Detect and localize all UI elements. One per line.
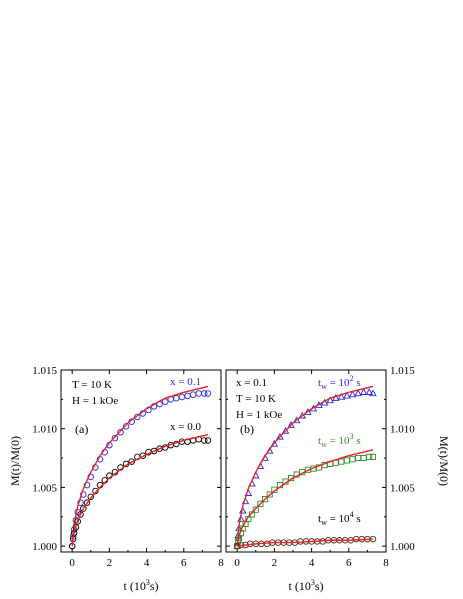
panel-b-point xyxy=(292,416,301,424)
panel-b-label: (b) xyxy=(240,422,254,436)
panel-b-xtick-label: 6 xyxy=(346,557,352,569)
panel-b-point xyxy=(369,453,377,460)
panel-b-plot xyxy=(233,385,377,550)
panel-b-point xyxy=(365,388,374,395)
panel-b-xlabel: t (103s) xyxy=(288,578,323,593)
panel-b-fit-curve xyxy=(236,449,374,547)
panel-b-series-label-tw4: tw = 104 s xyxy=(318,510,361,527)
panel-b-xtick-label: 8 xyxy=(383,557,389,569)
panel-b-condition-field: H = 1 kOe xyxy=(236,409,282,421)
panel-a-xtick-label: 8 xyxy=(218,557,224,569)
panel-a-point xyxy=(87,493,95,501)
panel-a-point xyxy=(80,491,87,498)
panel-b-condition-temperature: T = 10 K xyxy=(236,393,276,405)
panel-a-point xyxy=(184,392,191,400)
panel-b: 0 2 4 6 81.000 1.005 1.010 1.015 M(t)/M(0) t (1… xyxy=(225,365,451,593)
panel-b-ytick-label: 1.000 xyxy=(390,541,415,553)
panel-a-point xyxy=(83,499,91,506)
panel-b-point xyxy=(359,388,368,395)
panel-a: 0 2 4 6 8 1.000 1.005 1.010 1.015 M(t)/M(0) t (1… xyxy=(8,365,224,593)
panel-b-point xyxy=(266,491,273,498)
panel-b-ticks: 0 2 4 6 81.000 1.005 1.010 1.015 xyxy=(226,365,415,569)
panel-a-point xyxy=(201,390,208,397)
panel-a-point xyxy=(128,458,135,465)
panel-a-point xyxy=(178,393,186,401)
panel-a-xtick-label: 2 xyxy=(107,557,113,569)
panel-a-point xyxy=(204,390,212,397)
panel-b-point xyxy=(237,514,245,522)
panel-a-point xyxy=(173,394,180,402)
panel-b-point xyxy=(360,455,367,462)
panel-a-point xyxy=(77,499,84,506)
panel-a-point xyxy=(150,447,158,455)
panel-a-point xyxy=(77,511,84,518)
panel-a-xtick-label: 6 xyxy=(181,557,187,569)
panel-a-ytick-label: 1.010 xyxy=(32,424,57,436)
panel-a-xtick-label: 0 xyxy=(69,557,75,569)
panel-b-point xyxy=(257,500,264,507)
panel-b-condition-composition: x = 0.1 xyxy=(236,377,267,389)
panel-a-point xyxy=(122,423,130,430)
panel-b-point xyxy=(343,391,351,399)
panel-b-point xyxy=(276,432,284,440)
panel-a-label: (a) xyxy=(75,422,88,436)
panel-a-series-label-x01: x = 0.1 xyxy=(170,376,201,388)
panel-b-ytick-label: 1.015 xyxy=(390,365,415,377)
panel-a-point xyxy=(201,437,208,444)
panel-b-point xyxy=(270,439,279,447)
panel-b-point xyxy=(326,396,334,404)
panel-b-point xyxy=(354,389,362,397)
panel-b-series-label-tw2: tw = 102 s xyxy=(318,374,361,391)
panel-b-point xyxy=(252,506,259,513)
panel-b-point xyxy=(304,408,312,415)
panel-b-point xyxy=(349,456,356,463)
panel-a-ylabel: M(t)/M(0) xyxy=(8,436,22,486)
panel-b-xtick-label: 4 xyxy=(309,557,315,569)
panel-b-point xyxy=(287,421,295,428)
panel-a-point xyxy=(117,428,124,436)
panel-b-ytick-label: 1.010 xyxy=(390,424,415,436)
panel-a-point xyxy=(111,434,119,442)
panel-a-ytick-label: 1.000 xyxy=(32,541,57,553)
panel-a-point xyxy=(80,505,87,512)
panel-a-fit-curve xyxy=(71,433,209,547)
panel-b-ylabel: M(t)/M(0) xyxy=(437,436,451,486)
panel-b-point xyxy=(355,455,362,462)
panel-b-frame xyxy=(225,369,387,553)
panel-b-point xyxy=(338,458,345,465)
panel-b-point xyxy=(332,394,340,401)
panel-a-ticks: 0 2 4 6 8 1.000 1.005 1.010 1.015 xyxy=(32,365,224,569)
panel-a-xtick-label: 4 xyxy=(144,557,150,569)
panel-b-point xyxy=(348,390,357,398)
panel-b-point xyxy=(281,426,290,434)
panel-a-condition-field: H = 1 kOe xyxy=(72,395,118,407)
panel-a-point xyxy=(204,437,212,444)
panel-b-series-label-tw3: tw = 103 s xyxy=(318,432,361,449)
panel-b-fit-curve xyxy=(237,538,374,547)
panel-a-series-label-x00: x = 0.0 xyxy=(170,421,201,433)
panel-a-point xyxy=(189,391,197,398)
panel-a-xlabel: t (103s) xyxy=(123,578,158,593)
panel-b-xtick-label: 2 xyxy=(272,557,278,569)
panel-a-frame xyxy=(60,369,222,553)
panel-b-point xyxy=(337,392,346,400)
panel-b-point xyxy=(343,457,350,464)
panel-b-fit-curve xyxy=(236,385,374,547)
panel-a-fit-curve xyxy=(71,385,209,547)
panel-a-point xyxy=(134,413,141,421)
panel-a-condition-temperature: T = 10 K xyxy=(72,379,112,391)
panel-a-ytick-label: 1.005 xyxy=(32,482,57,494)
panel-b-xtick-label: 0 xyxy=(234,557,240,569)
panel-a-ytick-label: 1.015 xyxy=(32,365,57,377)
panel-a-point xyxy=(195,390,202,397)
panel-b-point xyxy=(366,453,373,460)
panel-b-point xyxy=(262,496,269,503)
panel-a-plot xyxy=(68,385,212,550)
panel-b-ytick-label: 1.005 xyxy=(390,482,415,494)
panel-b-point xyxy=(369,389,377,397)
panel-b-point xyxy=(352,535,360,543)
